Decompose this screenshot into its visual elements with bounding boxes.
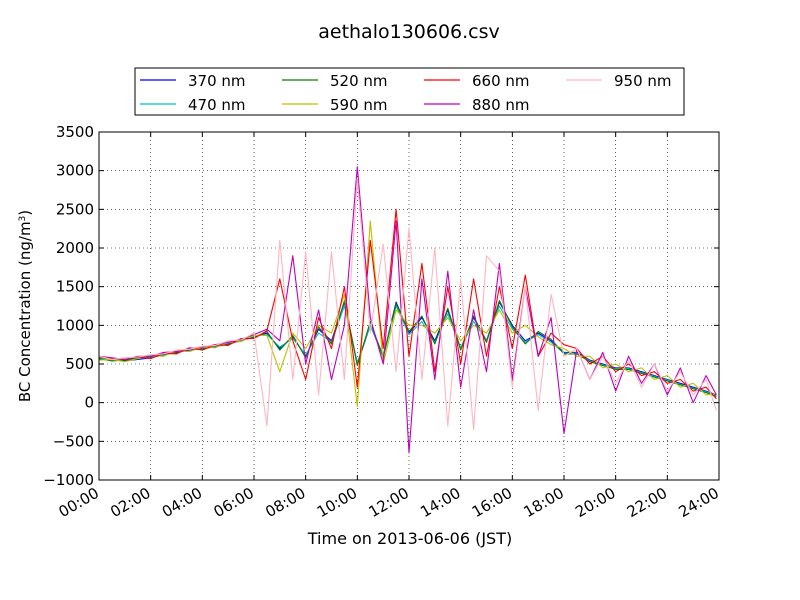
legend-label: 660 nm (472, 72, 530, 90)
chart: aethalo130606.csv −1000 −500 0 500 1000 1500 2… (0, 0, 800, 600)
legend-label: 520 nm (330, 72, 388, 90)
y-tick-label: −500 (53, 432, 94, 450)
x-tick-label: 18:00 (521, 484, 567, 521)
chart-title: aethalo130606.csv (318, 21, 500, 43)
y-tick-label: 500 (65, 355, 94, 373)
y-tick-label: 0 (84, 394, 94, 412)
y-tick-label: 1500 (56, 278, 94, 296)
x-tick-label: 24:00 (676, 484, 722, 521)
x-tick-label: 08:00 (262, 484, 308, 521)
x-tick-label: 00:00 (56, 484, 102, 521)
y-tick-label: 2500 (56, 200, 94, 218)
legend-label: 880 nm (472, 96, 530, 114)
x-tick-label: 22:00 (624, 484, 670, 521)
legend-label: 370 nm (188, 72, 246, 90)
x-tick-label: 14:00 (417, 484, 463, 521)
series-layer (99, 167, 716, 453)
x-tick-label: 10:00 (314, 484, 360, 521)
x-axis: 00:00 02:00 04:00 06:00 08:00 10:00 12:00 14:00… (56, 132, 722, 521)
y-tick-label: 3000 (56, 162, 94, 180)
y-axis-label: BC Concentration (ng/m3) (16, 210, 34, 402)
legend-label: 950 nm (614, 72, 672, 90)
x-tick-label: 04:00 (159, 484, 205, 521)
y-axis-label-main: BC Concentration (ng/m (16, 221, 34, 402)
x-tick-label: 02:00 (107, 484, 153, 521)
series-line-880-nm (99, 167, 716, 453)
y-tick-label: 1000 (56, 316, 94, 334)
legend-label: 470 nm (188, 96, 246, 114)
x-tick-label: 06:00 (211, 484, 257, 521)
grid (99, 132, 719, 480)
x-axis-label: Time on 2013-06-06 (JST) (307, 529, 512, 548)
x-tick-label: 16:00 (469, 484, 515, 521)
series-line-950-nm (99, 178, 716, 429)
x-tick-label: 20:00 (572, 484, 618, 521)
y-axis: −1000 −500 0 500 1000 1500 2000 2500 3000 3500 (43, 123, 719, 489)
y-tick-label: −1000 (43, 471, 94, 489)
y-tick-label: 3500 (56, 123, 94, 141)
y-tick-label: 2000 (56, 239, 94, 257)
y-axis-label-close: ) (16, 210, 34, 216)
x-tick-label: 12:00 (366, 484, 412, 521)
legend: 370 nm 470 nm 520 nm 590 nm 660 nm 880 nm 950 … (135, 68, 684, 115)
legend-label: 590 nm (330, 96, 388, 114)
